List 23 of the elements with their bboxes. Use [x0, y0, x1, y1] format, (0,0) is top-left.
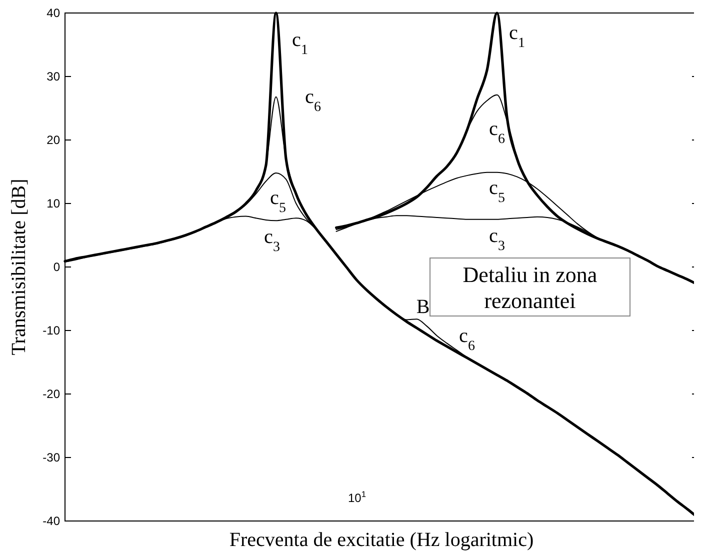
annotation: c$_{5}$ [489, 177, 505, 206]
annotation: c$_{6}$ [459, 325, 475, 354]
y-tick-label: 10 [46, 196, 60, 211]
y-tick-label: 0 [53, 260, 60, 274]
y-tick-label: -20 [42, 387, 60, 402]
y-tick-label: 30 [46, 70, 60, 84]
annotation: c$_{3}$ [489, 225, 505, 254]
annotation: c$_{5}$ [270, 187, 286, 216]
y-tick-label: -40 [42, 514, 60, 528]
annotation: c$_{6}$ [305, 86, 321, 114]
annotation: Detaliu in zona rezonantei [462, 262, 598, 313]
annotation: B [416, 296, 430, 318]
y-tick-label: -10 [42, 324, 60, 338]
annotation: c$_{1}$ [509, 22, 525, 50]
y-axis-title: Transmisibilitate [dB] [8, 178, 30, 356]
y-tick-label: -30 [42, 450, 60, 465]
x-axis-title: Frecventa de excitatie (Hz logaritmic) [229, 529, 534, 551]
annotation: c$_{1}$ [292, 29, 308, 58]
y-tick-label: 20 [46, 133, 60, 148]
annotation: 10$^{1}$ [348, 489, 366, 506]
annotation: c$_{3}$ [264, 226, 280, 254]
annotation: c$_{6}$ [489, 118, 505, 146]
y-tick-label: 40 [46, 6, 60, 20]
